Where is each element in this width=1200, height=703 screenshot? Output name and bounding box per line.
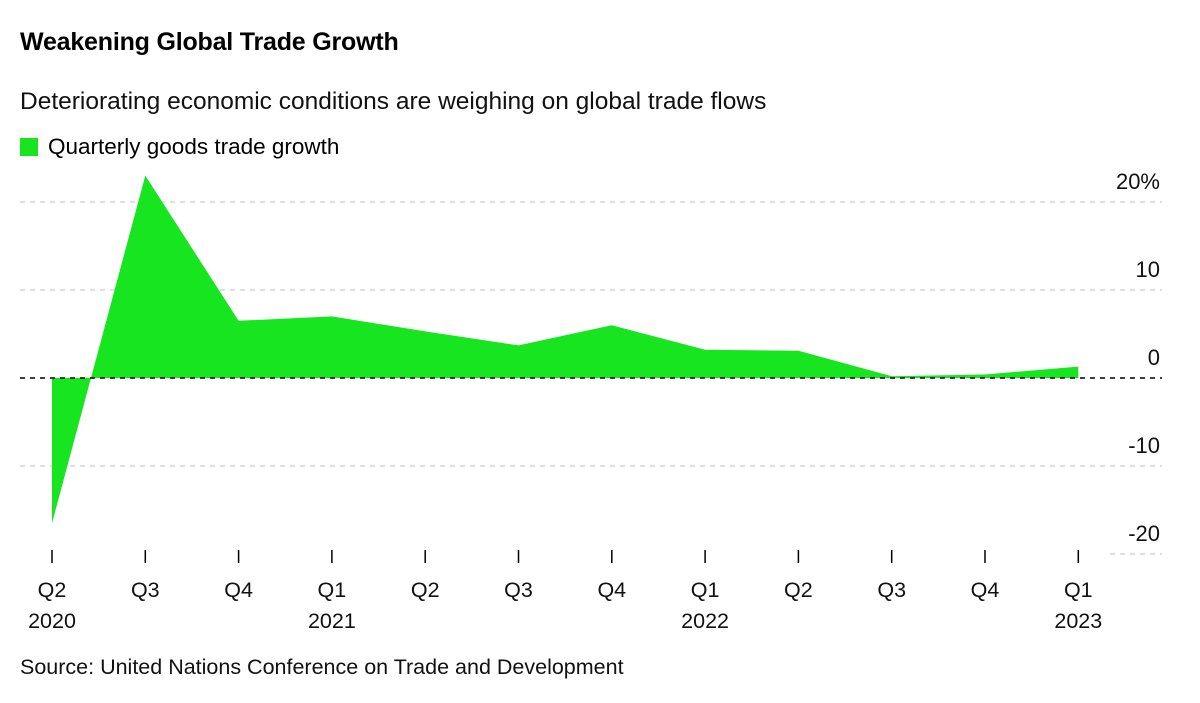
x-year-label: 2021 — [308, 609, 356, 633]
legend-label: Quarterly goods trade growth — [48, 134, 340, 159]
x-year-label: 2023 — [1054, 609, 1102, 633]
x-year-label: 2022 — [681, 609, 729, 633]
x-tick-label: Q3 — [131, 578, 160, 602]
y-tick-label: 0 — [1148, 345, 1160, 370]
y-tick-label: -10 — [1128, 433, 1160, 458]
x-tick-label: Q3 — [877, 578, 906, 602]
x-tick-label: Q3 — [504, 578, 533, 602]
source-note: Source: United Nations Conference on Tra… — [20, 655, 624, 679]
y-tick-label: 10 — [1136, 257, 1160, 282]
x-tick-label: Q4 — [971, 578, 1000, 602]
x-tick-label: Q1 — [691, 578, 720, 602]
x-tick-label: Q1 — [1064, 578, 1093, 602]
x-tick-label: Q4 — [597, 578, 626, 602]
x-axis: Q2 2020 Q3 Q4 Q1 2021 Q2 Q3 Q4 Q1 2022 Q2 Q3 Q4 Q1 2023 — [28, 550, 1102, 633]
chart-title: Weakening Global Trade Growth — [20, 28, 399, 56]
x-tick-label: Q2 — [411, 578, 440, 602]
y-tick-label: 20% — [1116, 169, 1160, 194]
x-tick-label: Q2 — [784, 578, 813, 602]
y-axis: 20% 10 0 -10 -20 — [1116, 169, 1160, 546]
chart-subtitle: Deteriorating economic conditions are we… — [20, 88, 767, 115]
series-area — [52, 175, 1079, 524]
y-tick-label: -20 — [1128, 521, 1160, 546]
x-tick-label: Q2 — [38, 578, 67, 602]
x-year-label: 2020 — [28, 609, 76, 633]
x-tick-label: Q4 — [224, 578, 253, 602]
legend-swatch — [20, 138, 38, 156]
x-tick-label: Q1 — [318, 578, 347, 602]
area-layer — [52, 175, 1079, 524]
legend: Quarterly goods trade growth — [20, 134, 339, 160]
